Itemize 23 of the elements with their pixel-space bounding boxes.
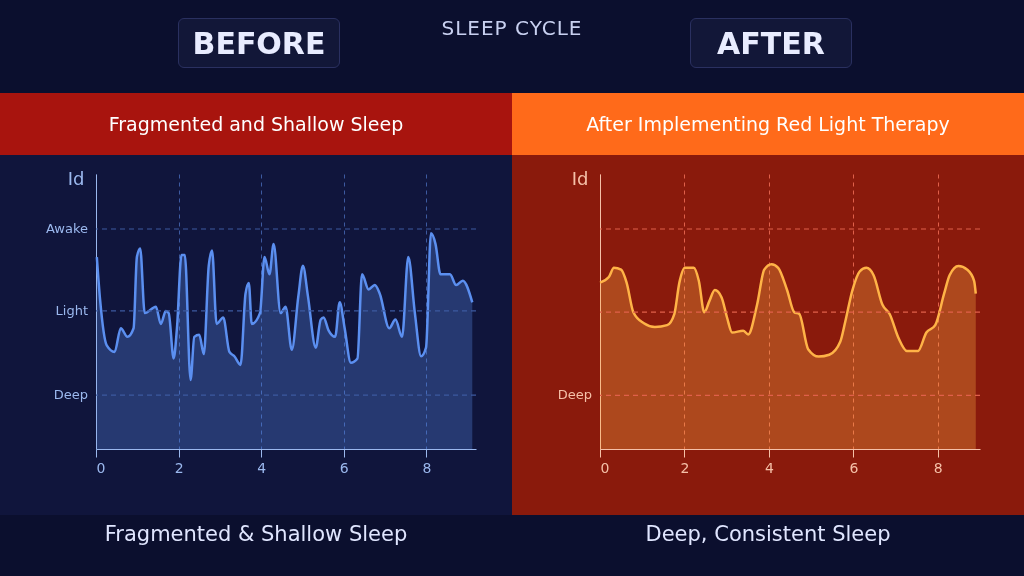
x-tick-label: 6: [339, 459, 349, 476]
ref-line-label: Light: [55, 302, 88, 318]
chart-title: AFTER: [690, 18, 852, 68]
text: Deep, Consistent Sleep: [644, 522, 892, 546]
x-tick-label: 4: [764, 459, 774, 476]
y-axis-title: Id: [67, 167, 85, 189]
x-tick-label: 8: [933, 459, 943, 476]
x-tick-label: 2: [680, 459, 690, 476]
x-tick-label: 0: [600, 459, 610, 476]
x-tick-label: 0: [96, 459, 106, 476]
chart-title: BEFORE: [178, 18, 340, 68]
y-axis-title: Id: [571, 167, 589, 189]
x-tick-label: 2: [174, 459, 184, 476]
chart-subtitle: Fragmented and Shallow Sleep: [0, 93, 512, 155]
ref-line-label: Deep: [557, 387, 592, 403]
text: SLEEP CYCLE: [441, 16, 583, 40]
ref-line-label: Deep: [53, 387, 88, 403]
x-tick-label: 6: [849, 459, 859, 476]
x-tick-label: 4: [257, 459, 267, 476]
chart-subtitle: After Implementing Red Light Therapy: [512, 93, 1024, 155]
x-tick-label: 8: [422, 459, 432, 476]
text: Fragmented & Shallow Sleep: [103, 522, 409, 546]
ref-line-label: Awake: [45, 221, 88, 236]
